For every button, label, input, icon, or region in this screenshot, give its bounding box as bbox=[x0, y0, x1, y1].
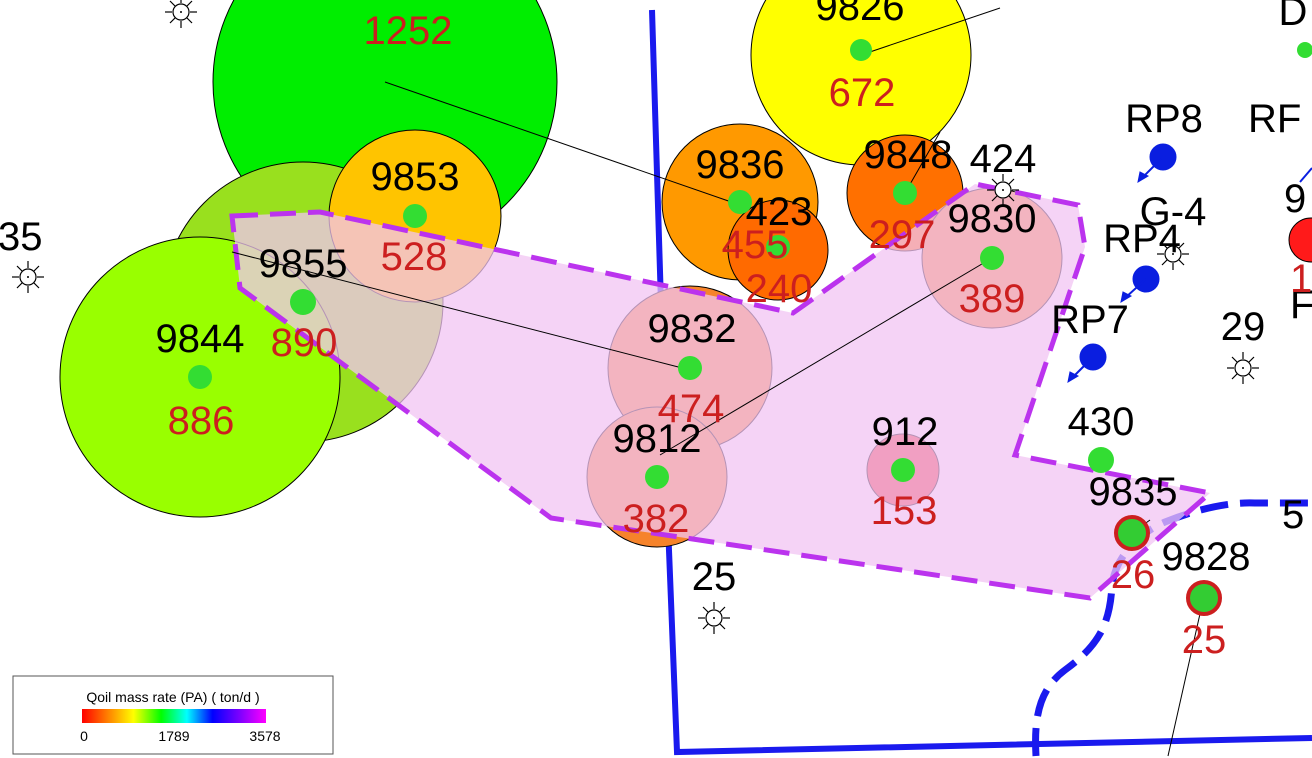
well-rate-label: 1252 bbox=[364, 9, 453, 53]
well-id-label: 430 bbox=[1068, 400, 1135, 444]
injector-label: RP4 bbox=[1103, 217, 1181, 261]
well-id-label: 29 bbox=[1221, 305, 1266, 349]
well-rate-label: 886 bbox=[168, 399, 235, 443]
well-id-label: 35 bbox=[0, 215, 43, 259]
well-rate-label: 528 bbox=[381, 235, 448, 279]
well-rate-label: 474 bbox=[658, 387, 725, 431]
well-trajectories bbox=[231, 7, 1205, 757]
oil-well-symbol-icon bbox=[164, 0, 198, 29]
well-bubble bbox=[1288, 217, 1312, 263]
oil-well-symbol-icon bbox=[697, 601, 731, 635]
well-id-label: 424 bbox=[970, 137, 1037, 181]
well-id-label: 9812 bbox=[613, 417, 702, 461]
well-rate-label: 455 bbox=[722, 223, 789, 267]
injector-label: RP7 bbox=[1051, 298, 1129, 342]
legend-gradient-bar bbox=[82, 709, 266, 723]
well-id-label: D bbox=[1279, 0, 1308, 34]
legend-mid-label: 1789 bbox=[158, 728, 189, 744]
field-boundary bbox=[649, 9, 1312, 757]
legend-min-label: 0 bbox=[80, 728, 88, 744]
edge-label: 5 bbox=[1282, 493, 1304, 537]
color-legend: Qoil mass rate (PA) ( ton/d ) 0 1789 357… bbox=[12, 675, 334, 755]
well-dots bbox=[188, 39, 1312, 489]
oil-well-symbol-icon bbox=[1226, 351, 1260, 385]
well-id-label: 25 bbox=[692, 555, 737, 599]
well-id-label: 9828 bbox=[1162, 535, 1251, 579]
well-id-label: 9848 bbox=[864, 133, 953, 177]
edge-label: F bbox=[1290, 283, 1312, 327]
well-rate-label: 25 bbox=[1182, 618, 1227, 662]
well-id-label: 9844 bbox=[156, 317, 245, 361]
well-id-label: 9832 bbox=[648, 307, 737, 351]
injector-wells bbox=[1067, 143, 1312, 384]
well-rate-label: 389 bbox=[959, 277, 1026, 321]
well-rate-labels: 1252 672 528 455 240 297 389 890 886 474… bbox=[168, 9, 1312, 662]
well-rate-label: 240 bbox=[746, 267, 813, 311]
injector-label: RF bbox=[1248, 97, 1301, 141]
well-id-label: 9853 bbox=[371, 155, 460, 199]
well-id-label: 423 bbox=[746, 190, 813, 234]
injector-label: RP8 bbox=[1125, 97, 1203, 141]
well-rate-label: 672 bbox=[829, 71, 896, 115]
well-id-label: 9835 bbox=[1089, 470, 1178, 514]
legend-title: Qoil mass rate (PA) ( ton/d ) bbox=[86, 689, 259, 705]
legend-max-label: 3578 bbox=[249, 728, 280, 744]
ringed-wells bbox=[1114, 515, 1222, 616]
well-id-label: 9830 bbox=[948, 197, 1037, 241]
well-id-label: G-4 bbox=[1140, 190, 1207, 234]
well-id-label: 9826 bbox=[816, 0, 905, 29]
well-id-label: 912 bbox=[872, 410, 939, 454]
area-polygon bbox=[229, 181, 1216, 601]
well-id-labels: 9826 9853 9836 423 9848 9830 9855 9844 9… bbox=[0, 0, 1312, 599]
well-rate-label: 1 bbox=[1290, 257, 1312, 301]
well-rate-label: 890 bbox=[271, 321, 338, 365]
well-rate-label: 297 bbox=[869, 213, 936, 257]
well-rate-label: 26 bbox=[1111, 553, 1156, 597]
well-rate-label: 153 bbox=[871, 489, 938, 533]
well-rate-label: 382 bbox=[623, 497, 690, 541]
oil-well-symbol-icon bbox=[11, 260, 45, 294]
edge-label: 9 bbox=[1284, 177, 1306, 221]
well-id-label: 9836 bbox=[696, 143, 785, 187]
well-id-label: 9855 bbox=[259, 242, 348, 286]
